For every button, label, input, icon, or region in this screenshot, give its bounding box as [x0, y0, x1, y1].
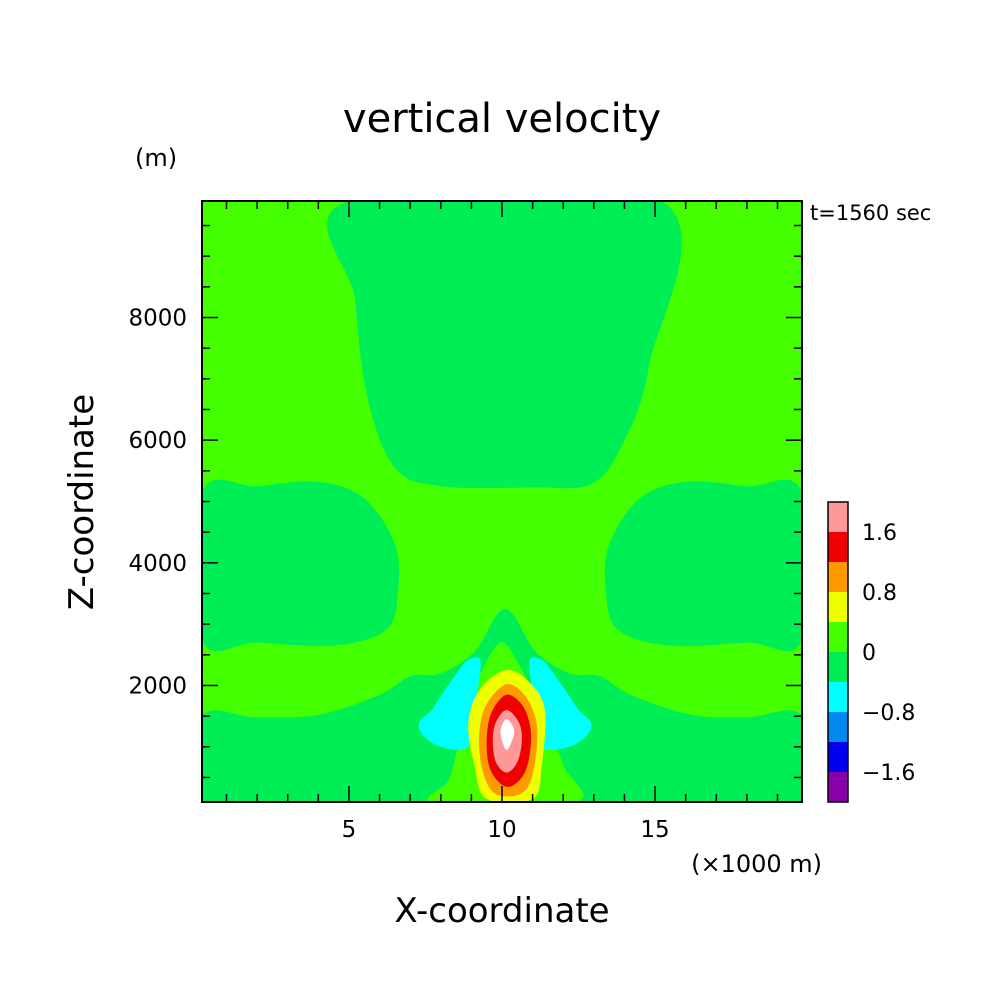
colorbar-swatch	[828, 682, 848, 712]
colorbar-tick-label: 1.6	[862, 521, 897, 546]
x-tick-label: 15	[640, 817, 669, 843]
time-annotation: t=1560 sec	[810, 201, 931, 225]
colorbar-swatch	[828, 712, 848, 742]
contour-region-left-downdraft	[418, 657, 481, 751]
colorbar-swatch	[828, 742, 848, 772]
colorbar-swatch	[828, 772, 848, 802]
x-tick-label: 10	[487, 817, 516, 843]
colorbar-swatch	[828, 502, 848, 532]
y-unit-label: (m)	[135, 144, 177, 172]
contour-region-left-middle-band	[202, 479, 400, 652]
contour-region-upper-central-band	[327, 201, 682, 489]
axis-ticks	[202, 201, 802, 802]
x-tick-label: 5	[342, 817, 357, 843]
chart-title: vertical velocity	[343, 96, 661, 142]
colorbar-swatch	[828, 652, 848, 682]
colorbar-swatch	[828, 592, 848, 622]
colorbar-frame	[827, 501, 849, 803]
colorbar-tick-label: 0	[862, 641, 876, 666]
x-tick-labels: 5 10 15	[342, 817, 670, 843]
y-tick-labels: 2000 4000 6000 8000	[128, 306, 187, 700]
y-tick-label: 6000	[128, 428, 187, 454]
y-tick-label: 8000	[128, 306, 187, 332]
y-axis-label: Z-coordinate	[62, 394, 102, 610]
colorbar-swatch	[828, 532, 848, 562]
colorbar-tick-label: 0.8	[862, 581, 897, 606]
contour-region-right-middle-band	[604, 479, 802, 652]
colorbar: −1.6 −0.8 0 0.8 1.6	[827, 501, 915, 803]
colorbar-tick-label: −1.6	[862, 761, 915, 786]
colorbar-swatch	[828, 562, 848, 592]
colorbar-tick-label: −0.8	[862, 701, 915, 726]
colorbar-swatch	[828, 622, 848, 652]
plot-area	[201, 200, 803, 803]
x-unit-label: (×1000 m)	[691, 850, 822, 878]
contour-regions	[202, 201, 802, 802]
contour-region-updraft-core	[500, 719, 515, 750]
x-axis-label: X-coordinate	[394, 891, 609, 931]
y-tick-label: 4000	[128, 551, 187, 577]
y-tick-label: 2000	[128, 673, 187, 699]
